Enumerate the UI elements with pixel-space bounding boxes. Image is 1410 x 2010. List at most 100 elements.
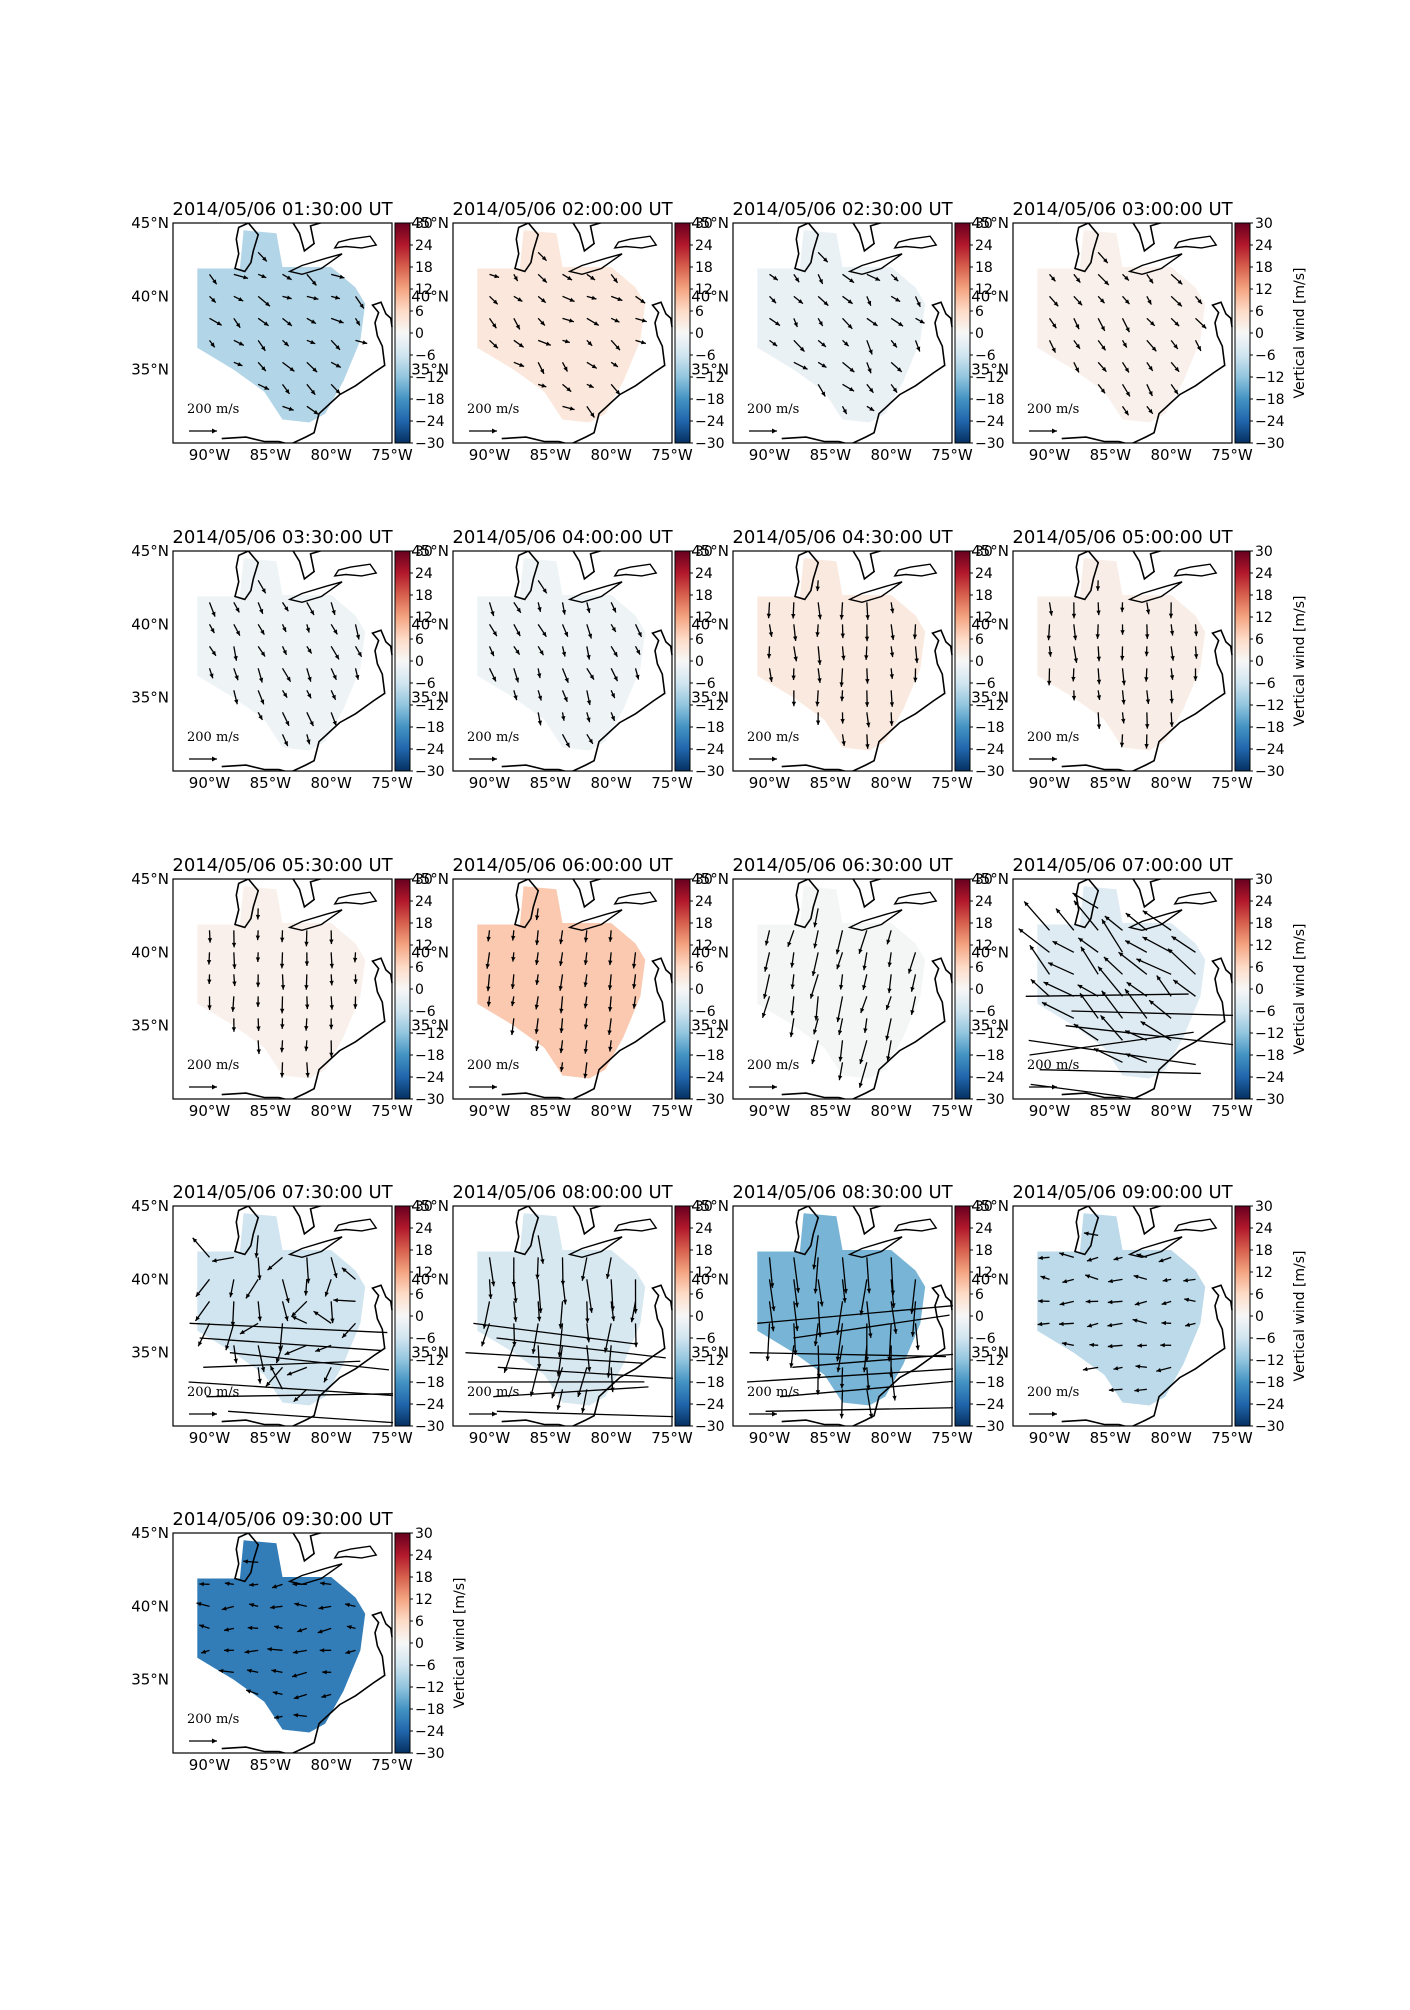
colorbar-tick-label: −6 — [415, 348, 436, 364]
colorbar-tick-label: −24 — [1255, 1397, 1285, 1413]
wind-vector — [838, 1040, 844, 1062]
wind-vector — [559, 996, 564, 1014]
great-lakes-shore — [572, 1206, 604, 1236]
wind-vector — [188, 1381, 393, 1397]
lat-label: 35°N — [411, 1017, 449, 1035]
wind-vector — [1065, 1025, 1233, 1046]
great-lakes-shore — [1132, 879, 1164, 909]
wind-vector — [322, 1670, 332, 1675]
colorbar-tick-label: 30 — [415, 544, 433, 560]
gulf-coast — [781, 764, 839, 771]
wind-vector — [1193, 646, 1199, 659]
wind-vector — [513, 1301, 518, 1322]
lake-michigan — [794, 879, 820, 929]
wind-vector — [559, 1018, 564, 1034]
wind-vector — [211, 1256, 234, 1263]
wind-vector — [1171, 935, 1196, 953]
wind-vector — [1133, 1274, 1148, 1280]
lon-label: 75°W — [1211, 446, 1253, 464]
lat-label: 45°N — [411, 542, 449, 560]
wind-vector — [1061, 1341, 1074, 1347]
colorbar-tick-label: 24 — [695, 566, 713, 582]
lake-michigan — [514, 223, 540, 273]
wind-vector — [813, 908, 819, 928]
wind-vector — [583, 1062, 588, 1079]
colorbar-tick-label: −12 — [975, 1026, 1005, 1042]
lake-michigan — [234, 551, 260, 601]
lon-label: 85°W — [1090, 774, 1132, 792]
wind-vector — [255, 908, 261, 920]
wind-vector — [559, 1062, 564, 1072]
wind-vector — [488, 623, 498, 637]
gulf-coast — [501, 1092, 559, 1099]
wind-vector — [1029, 1031, 1194, 1056]
wind-vector — [537, 668, 542, 679]
colorbar-tick-label: 6 — [975, 960, 984, 976]
lon-label: 90°W — [749, 1429, 791, 1447]
lon-label: 75°W — [931, 446, 973, 464]
wind-vector — [793, 339, 805, 353]
wind-vector — [1144, 646, 1149, 657]
wind-vector — [194, 1300, 211, 1322]
colorbar-tick-label: 18 — [1255, 588, 1273, 604]
axes-frame — [452, 1205, 673, 1427]
coastline — [1118, 629, 1233, 771]
wind-vector — [257, 580, 267, 594]
colorbar-tick-label: 18 — [975, 916, 993, 932]
wind-vector — [793, 273, 800, 283]
lat-label: 40°N — [131, 287, 169, 305]
map-panel: 2014/05/06 01:30:00 UT 200 m/s 45°N 40°N 35°… — [131, 199, 444, 464]
wind-vector — [610, 602, 617, 613]
wind-vector — [267, 1256, 283, 1271]
gulf-coast — [1061, 1092, 1119, 1099]
colorbar-tick-label: 6 — [415, 632, 424, 648]
lon-label: 85°W — [250, 774, 292, 792]
map-panel: 2014/05/06 04:30:00 UT 200 m/s 45°N 40°N 35°… — [691, 527, 1004, 792]
colorbar-tick-label: 30 — [975, 872, 993, 888]
wind-vector — [586, 361, 598, 369]
lon-label: 85°W — [530, 774, 572, 792]
colorbar-tick-label: −6 — [975, 348, 996, 364]
wind-vector — [1083, 1231, 1099, 1236]
reference-value: 200 m/s — [1027, 1058, 1079, 1073]
wind-vector — [257, 624, 265, 636]
colorbar-tick-label: −24 — [975, 1397, 1005, 1413]
coastline — [558, 301, 673, 443]
reference-arrow: 200 m/s — [467, 1385, 519, 1417]
lake-ontario — [333, 235, 378, 249]
lon-label: 75°W — [651, 1102, 693, 1120]
wind-vector — [866, 273, 881, 282]
lake-erie — [287, 1236, 343, 1259]
wind-vector — [257, 339, 266, 352]
colorbar-tick-label: 0 — [1255, 654, 1264, 670]
wind-vector — [610, 645, 619, 658]
wind-vector — [207, 974, 212, 985]
lake-erie — [567, 1236, 623, 1259]
wind-vector — [330, 1301, 335, 1324]
wind-vector — [511, 952, 516, 962]
gulf-coast — [221, 764, 279, 771]
wind-vector — [610, 339, 621, 351]
wind-vector — [257, 251, 268, 262]
lat-label: 45°N — [411, 1197, 449, 1215]
wind-vector — [561, 734, 571, 748]
wind-vector — [1073, 273, 1081, 284]
wind-vector — [346, 1625, 356, 1630]
great-lakes-shore — [852, 1206, 884, 1236]
colorbar-tick-label: −18 — [415, 1375, 445, 1391]
wind-vector — [279, 1062, 285, 1078]
wind-vector — [531, 1323, 539, 1354]
lon-label: 85°W — [1090, 1429, 1132, 1447]
map-panel: 2014/05/06 08:30:00 UT 200 m/s 45°N 40°N 35°… — [691, 1182, 1004, 1447]
colorbar-tick-label: 24 — [975, 1221, 993, 1237]
lon-label: 75°W — [931, 1429, 973, 1447]
wind-vector — [513, 668, 520, 683]
map-area — [197, 879, 393, 1099]
map-area — [747, 1206, 953, 1426]
lake-erie — [847, 909, 903, 932]
reference-value: 200 m/s — [467, 1058, 519, 1073]
colorbar-tick-label: 6 — [695, 1287, 704, 1303]
lon-label: 90°W — [1029, 446, 1071, 464]
lake-erie — [1127, 253, 1183, 276]
lake-michigan — [234, 1533, 260, 1583]
